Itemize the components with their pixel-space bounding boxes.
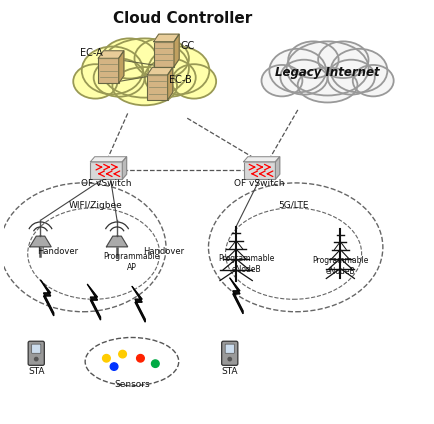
Text: Handover: Handover xyxy=(143,247,184,256)
Polygon shape xyxy=(30,236,51,247)
Ellipse shape xyxy=(112,67,177,105)
Polygon shape xyxy=(276,157,280,179)
Ellipse shape xyxy=(287,42,368,95)
Ellipse shape xyxy=(353,65,394,96)
Polygon shape xyxy=(147,67,173,75)
FancyBboxPatch shape xyxy=(222,341,238,365)
Text: 5G/LTE: 5G/LTE xyxy=(278,201,309,210)
Ellipse shape xyxy=(328,60,375,95)
Text: GC: GC xyxy=(180,41,194,51)
Ellipse shape xyxy=(288,42,339,78)
Text: STA: STA xyxy=(221,367,238,376)
Polygon shape xyxy=(122,157,127,179)
Polygon shape xyxy=(87,284,101,320)
Ellipse shape xyxy=(135,39,189,78)
Polygon shape xyxy=(243,157,280,162)
Polygon shape xyxy=(99,51,124,58)
Text: Handover: Handover xyxy=(37,247,78,256)
Text: EC-B: EC-B xyxy=(169,75,192,85)
Ellipse shape xyxy=(82,47,143,94)
Text: WIFI/Zigbee: WIFI/Zigbee xyxy=(69,201,123,210)
FancyBboxPatch shape xyxy=(147,75,168,100)
Circle shape xyxy=(119,350,126,358)
Text: Programmable
eNodeB: Programmable eNodeB xyxy=(219,254,275,273)
Circle shape xyxy=(151,360,159,368)
FancyBboxPatch shape xyxy=(90,162,122,179)
Ellipse shape xyxy=(298,67,358,103)
Polygon shape xyxy=(40,280,54,316)
Text: Cloud Controller: Cloud Controller xyxy=(113,11,253,26)
Polygon shape xyxy=(154,34,179,42)
Circle shape xyxy=(110,363,118,370)
Ellipse shape xyxy=(262,65,302,96)
Text: EC-A: EC-A xyxy=(80,48,103,58)
Ellipse shape xyxy=(280,60,328,95)
Ellipse shape xyxy=(270,49,326,92)
Polygon shape xyxy=(230,278,243,314)
Polygon shape xyxy=(90,157,127,162)
Ellipse shape xyxy=(73,64,118,99)
FancyBboxPatch shape xyxy=(32,344,41,353)
Text: Programmable
eNodeB: Programmable eNodeB xyxy=(312,257,368,276)
FancyBboxPatch shape xyxy=(225,344,234,353)
Ellipse shape xyxy=(100,39,189,98)
Ellipse shape xyxy=(94,59,145,97)
Polygon shape xyxy=(106,236,128,247)
Polygon shape xyxy=(168,67,173,100)
Ellipse shape xyxy=(102,39,157,78)
Ellipse shape xyxy=(172,64,216,99)
Polygon shape xyxy=(119,51,124,83)
Circle shape xyxy=(35,357,38,361)
Text: OF vSwitch: OF vSwitch xyxy=(234,179,285,188)
Text: STA: STA xyxy=(28,367,45,376)
FancyBboxPatch shape xyxy=(154,42,174,67)
FancyBboxPatch shape xyxy=(28,341,44,365)
Ellipse shape xyxy=(145,59,196,97)
Polygon shape xyxy=(174,34,179,67)
Polygon shape xyxy=(132,286,145,322)
FancyBboxPatch shape xyxy=(99,58,119,83)
Text: Programmable
AP: Programmable AP xyxy=(104,252,160,271)
Text: Sensors: Sensors xyxy=(114,379,150,388)
Circle shape xyxy=(102,354,110,362)
Text: OF vSwitch: OF vSwitch xyxy=(81,179,132,188)
Circle shape xyxy=(228,357,231,361)
Text: Legacy Internet: Legacy Internet xyxy=(275,66,380,79)
Ellipse shape xyxy=(148,47,209,94)
Ellipse shape xyxy=(318,42,368,78)
Ellipse shape xyxy=(331,49,388,92)
Circle shape xyxy=(137,354,144,362)
FancyBboxPatch shape xyxy=(243,162,276,179)
